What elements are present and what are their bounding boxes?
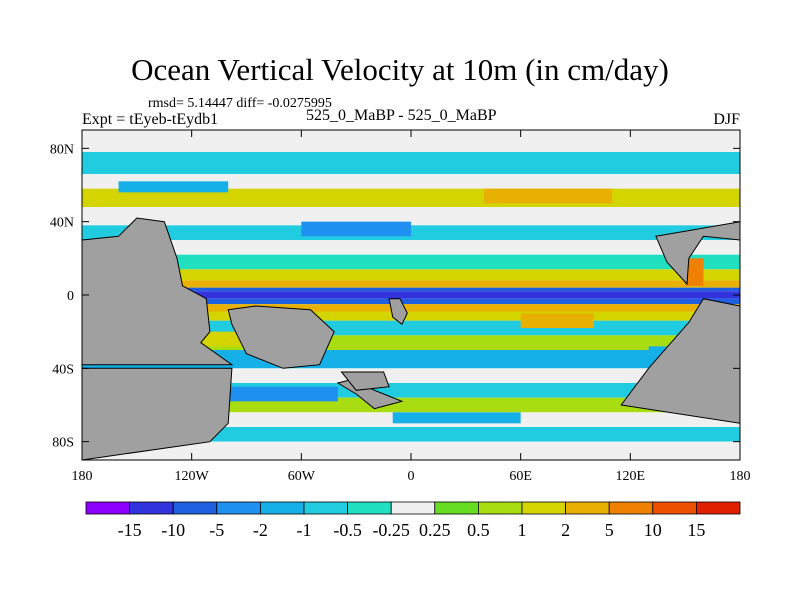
y-tick-label: 80S xyxy=(52,436,74,451)
colorbar-label: -15 xyxy=(118,520,142,540)
x-tick-label: 60E xyxy=(509,469,532,484)
colorbar-label: 1 xyxy=(518,520,527,540)
experiment-label: Expt = tEyeb-tEydb1 xyxy=(82,111,219,128)
field-patch xyxy=(118,181,229,193)
colorbar-label: -10 xyxy=(161,520,185,540)
colorbar-label: 10 xyxy=(644,520,662,540)
land-australia xyxy=(620,298,740,424)
y-tick-label: 0 xyxy=(67,289,74,304)
field-patch xyxy=(228,386,338,402)
x-tick-label: 120E xyxy=(616,469,646,484)
land-north-america xyxy=(82,217,234,366)
land-africa-tip xyxy=(388,298,408,326)
field-band xyxy=(82,130,740,152)
chart-subtitle: rmsd= 5.14447 diff= -0.0275995 xyxy=(148,96,332,111)
y-tick-label: 40S xyxy=(52,362,74,377)
field-band xyxy=(82,287,740,292)
land-southern-ocean-island xyxy=(340,371,390,391)
field-band xyxy=(82,240,740,255)
field-band xyxy=(82,152,740,174)
colorbar-label: -0.25 xyxy=(372,520,410,540)
colorbar-swatch xyxy=(303,501,348,515)
colorbar-swatch xyxy=(565,501,610,515)
colorbar-label: -0.5 xyxy=(333,520,362,540)
colorbar-swatch xyxy=(259,501,305,515)
colorbar-swatch xyxy=(652,501,697,515)
field-band xyxy=(82,174,740,189)
x-tick-label: 60W xyxy=(288,469,316,484)
colorbar-swatch xyxy=(521,501,566,515)
field-band xyxy=(82,269,740,281)
field-band xyxy=(82,441,740,460)
colorbar-label: 2 xyxy=(561,520,570,540)
x-tick-label: 0 xyxy=(408,469,415,484)
field-band xyxy=(82,291,740,299)
field-patch xyxy=(484,188,613,204)
colorbar-swatch xyxy=(608,501,654,515)
field-patch xyxy=(685,258,704,286)
field-band xyxy=(82,280,740,288)
colorbar-swatch xyxy=(129,501,174,515)
colorbar-swatch xyxy=(172,501,218,515)
x-tick-label: 180 xyxy=(72,469,93,484)
x-tick-label: 120W xyxy=(175,469,210,484)
colorbar-swatch xyxy=(434,501,479,515)
field-band xyxy=(82,427,740,442)
colorbar-label: -5 xyxy=(209,520,224,540)
colorbar-swatch xyxy=(85,501,130,515)
colorbar-label: 0.5 xyxy=(467,520,490,540)
field-band xyxy=(82,254,740,270)
colorbar-label: 0.25 xyxy=(419,520,451,540)
land-south-pacific-continent xyxy=(82,367,233,460)
land-south-america xyxy=(227,305,335,369)
colorbar-label: 5 xyxy=(605,520,614,540)
ocean-field xyxy=(82,130,740,460)
colorbar-label: 15 xyxy=(687,520,705,540)
colorbar-swatch xyxy=(390,501,436,515)
field-band xyxy=(82,311,740,321)
colorbar-swatch xyxy=(347,501,392,515)
field-patch xyxy=(301,221,411,237)
y-tick-label: 80N xyxy=(50,142,74,157)
colorbar-swatch xyxy=(477,501,523,515)
chart-title: Ocean Vertical Velocity at 10m (in cm/da… xyxy=(131,52,669,87)
field-band xyxy=(82,207,740,226)
colorbar-swatch xyxy=(216,501,261,515)
field-patch xyxy=(520,313,594,328)
field-band xyxy=(82,350,740,369)
field-patch xyxy=(392,412,521,424)
land-asia xyxy=(655,221,740,286)
field-band xyxy=(82,298,740,305)
colorbar-label: -2 xyxy=(253,520,268,540)
field-band xyxy=(82,368,740,383)
field-band xyxy=(82,304,740,312)
colorbar-label: -1 xyxy=(297,520,312,540)
comparison-label: 525_0_MaBP - 525_0_MaBP xyxy=(306,107,497,124)
x-tick-label: 180 xyxy=(730,469,751,484)
season-label: DJF xyxy=(713,111,740,128)
y-tick-label: 40N xyxy=(50,216,74,231)
colorbar-swatch xyxy=(696,501,741,515)
